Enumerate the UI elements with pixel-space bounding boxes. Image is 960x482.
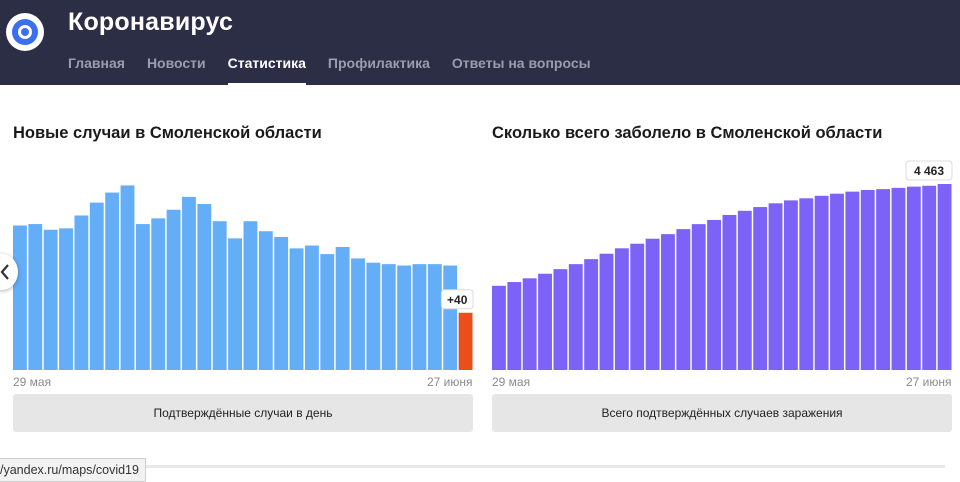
total-cases-bar[interactable]	[691, 224, 706, 370]
total-cases-date-end: 27 июня	[906, 375, 952, 389]
new-cases-bar[interactable]	[74, 215, 89, 370]
new-cases-bar[interactable]	[351, 258, 365, 370]
new-cases-title: Новые случаи в Смоленской области	[13, 124, 322, 142]
total-cases-bar[interactable]	[860, 189, 875, 370]
total-cases-bar[interactable]	[937, 184, 952, 370]
total-cases-last-value-box	[905, 160, 953, 181]
new-cases-bar[interactable]	[13, 225, 27, 370]
total-cases-bar[interactable]	[753, 207, 768, 370]
total-cases-bar[interactable]	[538, 273, 552, 370]
total-cases-bar[interactable]	[830, 193, 844, 370]
divider	[0, 465, 945, 468]
total-cases-bar[interactable]	[707, 219, 721, 370]
new-cases-date-start: 29 мая	[13, 375, 52, 389]
new-cases-bar[interactable]	[243, 221, 258, 370]
scroll-left-button[interactable]	[0, 254, 18, 290]
total-cases-last-value-label: 4 463	[914, 164, 944, 178]
new-cases-bar[interactable]	[274, 236, 289, 370]
new-cases-bar[interactable]	[135, 224, 150, 370]
total-cases-bar[interactable]	[645, 238, 660, 370]
total-cases-bar[interactable]	[737, 210, 752, 370]
total-cases-legend-label: Всего подтверждённых случаев заражения	[601, 406, 843, 420]
new-cases-last-value-box	[440, 289, 474, 310]
total-cases-bar[interactable]	[599, 253, 614, 370]
total-cases-bar[interactable]	[891, 187, 906, 370]
total-cases-bar[interactable]	[814, 195, 829, 370]
total-cases-bar[interactable]	[584, 259, 599, 370]
new-cases-bar[interactable]	[212, 221, 227, 370]
new-cases-bar[interactable]	[228, 238, 242, 370]
new-cases-bar[interactable]	[366, 262, 381, 370]
new-cases-bar[interactable]	[381, 264, 396, 370]
total-cases-bar[interactable]	[630, 243, 645, 370]
new-cases-bar[interactable]	[182, 196, 196, 370]
total-cases-bar[interactable]	[661, 234, 675, 370]
total-cases-chart: 4 463	[492, 160, 953, 370]
total-cases-bar[interactable]	[783, 200, 798, 370]
total-cases-bar[interactable]	[799, 198, 814, 370]
new-cases-chart: +40	[13, 185, 474, 370]
new-cases-bar[interactable]	[151, 218, 166, 370]
new-cases-bar[interactable]	[335, 246, 350, 370]
new-cases-bar[interactable]	[28, 224, 43, 370]
total-cases-title: Сколько всего заболело в Смоленской обла…	[492, 124, 883, 142]
total-cases-bar[interactable]	[553, 269, 568, 370]
new-cases-bar[interactable]	[120, 185, 135, 370]
main-nav: Главная Новости Статистика Профилактика …	[68, 55, 613, 85]
chevron-left-icon	[0, 264, 9, 280]
total-cases-bar[interactable]	[845, 191, 860, 370]
new-cases-bar[interactable]	[458, 312, 473, 370]
new-cases-bar[interactable]	[197, 204, 212, 370]
new-cases-bar[interactable]	[89, 202, 104, 370]
nav-item-faq[interactable]: Ответы на вопросы	[451, 55, 591, 71]
new-cases-bar[interactable]	[59, 228, 73, 370]
new-cases-bar[interactable]	[43, 229, 58, 370]
logo-icon[interactable]	[6, 13, 44, 51]
total-cases-bar[interactable]	[676, 229, 691, 370]
nav-item-news[interactable]: Новости	[146, 55, 206, 71]
new-cases-bar[interactable]	[443, 265, 458, 370]
new-cases-bar[interactable]	[320, 254, 335, 370]
total-cases-bar[interactable]	[906, 186, 921, 370]
total-cases-bar[interactable]	[768, 203, 783, 370]
new-cases-bar[interactable]	[412, 264, 427, 370]
new-cases-last-value-label: +40	[447, 293, 468, 307]
new-cases-bar[interactable]	[289, 248, 304, 370]
total-cases-legend-button[interactable]: Всего подтверждённых случаев заражения	[492, 394, 952, 432]
new-cases-bar[interactable]	[427, 264, 442, 370]
new-cases-bar[interactable]	[397, 265, 412, 370]
total-cases-bar[interactable]	[876, 189, 891, 370]
total-cases-date-start: 29 мая	[492, 375, 531, 389]
status-bar-url: /yandex.ru/maps/covid19	[0, 458, 146, 482]
new-cases-bar[interactable]	[105, 192, 120, 370]
app-title: Коронавирус	[68, 8, 234, 36]
total-cases-bar[interactable]	[522, 278, 537, 370]
total-cases-bar[interactable]	[492, 285, 506, 370]
new-cases-legend-button[interactable]: Подтверждённые случаи в день	[13, 394, 473, 432]
total-cases-bar[interactable]	[568, 264, 583, 370]
app-header: Коронавирус Главная Новости Статистика П…	[0, 0, 960, 85]
new-cases-date-end: 27 июня	[427, 375, 473, 389]
new-cases-legend-label: Подтверждённые случаи в день	[153, 406, 333, 420]
new-cases-bar[interactable]	[258, 231, 273, 370]
total-cases-bar[interactable]	[507, 282, 522, 370]
total-cases-bar[interactable]	[722, 214, 737, 370]
new-cases-bar[interactable]	[166, 209, 181, 370]
nav-item-home[interactable]: Главная	[68, 55, 125, 71]
nav-item-prevention[interactable]: Профилактика	[327, 55, 430, 71]
total-cases-bar[interactable]	[922, 185, 937, 370]
total-cases-bar[interactable]	[614, 248, 629, 370]
new-cases-bar[interactable]	[304, 245, 319, 370]
nav-item-statistics[interactable]: Статистика	[227, 55, 307, 85]
